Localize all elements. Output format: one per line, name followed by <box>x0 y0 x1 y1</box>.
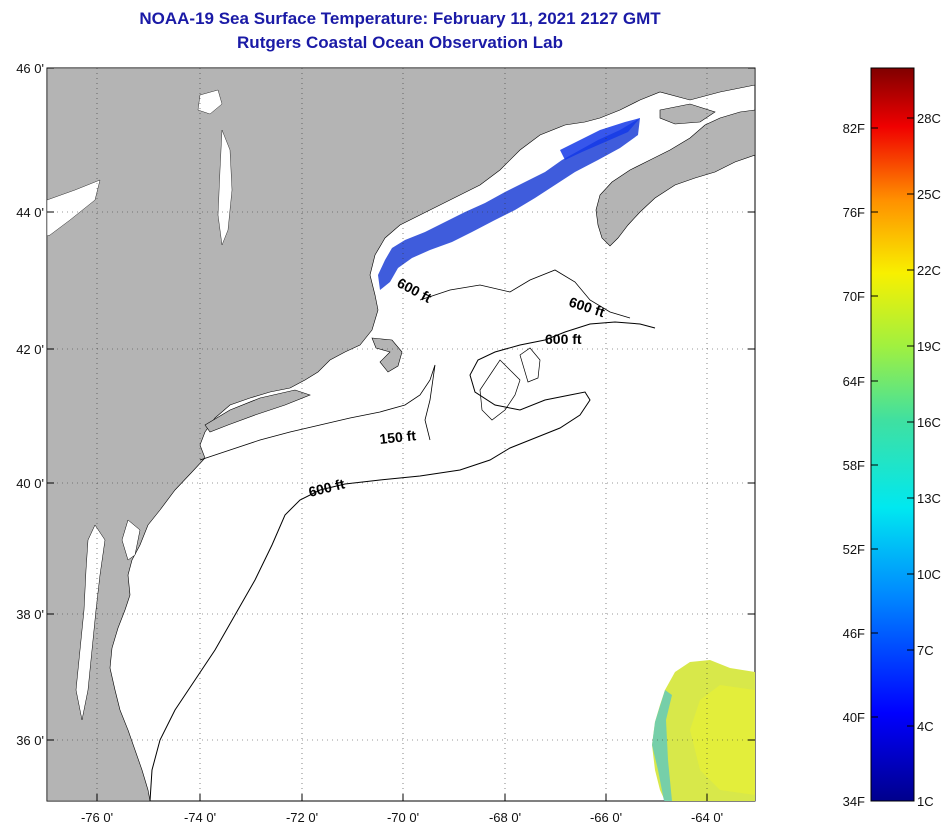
contour-600ft-shelf <box>149 321 656 801</box>
cold-sst-band-edge <box>560 118 640 160</box>
colorbar-label-52f: 52F <box>843 542 865 557</box>
contour-600ft-gulf <box>419 269 631 319</box>
colorbar-label-46f: 46F <box>843 626 865 641</box>
prince-edward-land <box>659 103 716 125</box>
lake-ontario <box>47 179 101 237</box>
cold-sst-band <box>378 118 640 290</box>
mainland-land <box>47 68 755 801</box>
colorbar-label-1c: 1C <box>917 794 934 809</box>
nova-scotia-land <box>595 109 755 247</box>
colorbar-label-13c: 13C <box>917 491 941 506</box>
colorbar-label-28c: 28C <box>917 111 941 126</box>
lon-tick-76: -76 0' <box>81 810 113 825</box>
colorbar-label-19c: 19C <box>917 339 941 354</box>
delaware-bay <box>121 519 141 561</box>
colorbar-label-10c: 10C <box>917 567 941 582</box>
contour-150ft <box>199 364 436 461</box>
colorbar-label-58f: 58F <box>843 458 865 473</box>
colorbar-label-34f: 34F <box>843 794 865 809</box>
longitude-axis: -76 0' -74 0' -72 0' -70 0' -68 0' -66 0… <box>81 810 723 825</box>
warm-sst-patch-edge <box>652 690 672 801</box>
colorbar-label-16c: 16C <box>917 415 941 430</box>
lat-tick-38: 38 0' <box>16 607 44 622</box>
colorbar-label-22c: 22C <box>917 263 941 278</box>
map-title: NOAA-19 Sea Surface Temperature: Februar… <box>139 9 661 28</box>
lon-tick-64: -64 0' <box>691 810 723 825</box>
chesapeake-bay <box>75 524 106 721</box>
latitude-axis: 46 0' 44 0' 42 0' 40 0' 38 0' 36 0' <box>16 61 44 748</box>
colorbar-label-25c: 25C <box>917 187 941 202</box>
lon-tick-66: -66 0' <box>590 810 622 825</box>
colorbar-label-76f: 76F <box>843 205 865 220</box>
lake-moosehead <box>197 89 223 115</box>
lon-tick-72: -72 0' <box>286 810 318 825</box>
lat-tick-42: 42 0' <box>16 342 44 357</box>
map-grid <box>47 68 755 801</box>
contour-label-600ft-georges: 600 ft <box>545 331 582 347</box>
colorbar-label-82f: 82F <box>843 121 865 136</box>
colorbar-label-40f: 40F <box>843 710 865 725</box>
contour-label-150ft: 150 ft <box>379 427 417 447</box>
lon-tick-70: -70 0' <box>387 810 419 825</box>
cape-cod-land <box>371 337 403 373</box>
long-island-land <box>204 389 311 433</box>
lon-tick-68: -68 0' <box>489 810 521 825</box>
colorbar: 82F 76F 70F 64F 58F 52F 46F 40F 34F 28C … <box>843 67 941 809</box>
colorbar-label-4c: 4C <box>917 719 934 734</box>
lat-tick-40: 40 0' <box>16 476 44 491</box>
lon-tick-74: -74 0' <box>184 810 216 825</box>
colorbar-label-64f: 64F <box>843 374 865 389</box>
lake-champlain <box>217 129 233 246</box>
map-panel: 600 ft 600 ft 600 ft 150 ft 600 ft <box>46 67 756 802</box>
colorbar-fahrenheit-ticks <box>871 127 878 718</box>
lat-tick-36: 36 0' <box>16 733 44 748</box>
colorbar-label-7c: 7C <box>917 643 934 658</box>
colorbar-celsius-ticks <box>907 117 914 727</box>
georges-bank-shoals <box>479 347 541 421</box>
colorbar-gradient <box>870 67 915 802</box>
colorbar-label-70f: 70F <box>843 289 865 304</box>
lat-tick-44: 44 0' <box>16 205 44 220</box>
lat-tick-46: 46 0' <box>16 61 44 76</box>
map-ticks <box>47 67 755 801</box>
map-subtitle: Rutgers Coastal Ocean Observation Lab <box>237 33 563 52</box>
